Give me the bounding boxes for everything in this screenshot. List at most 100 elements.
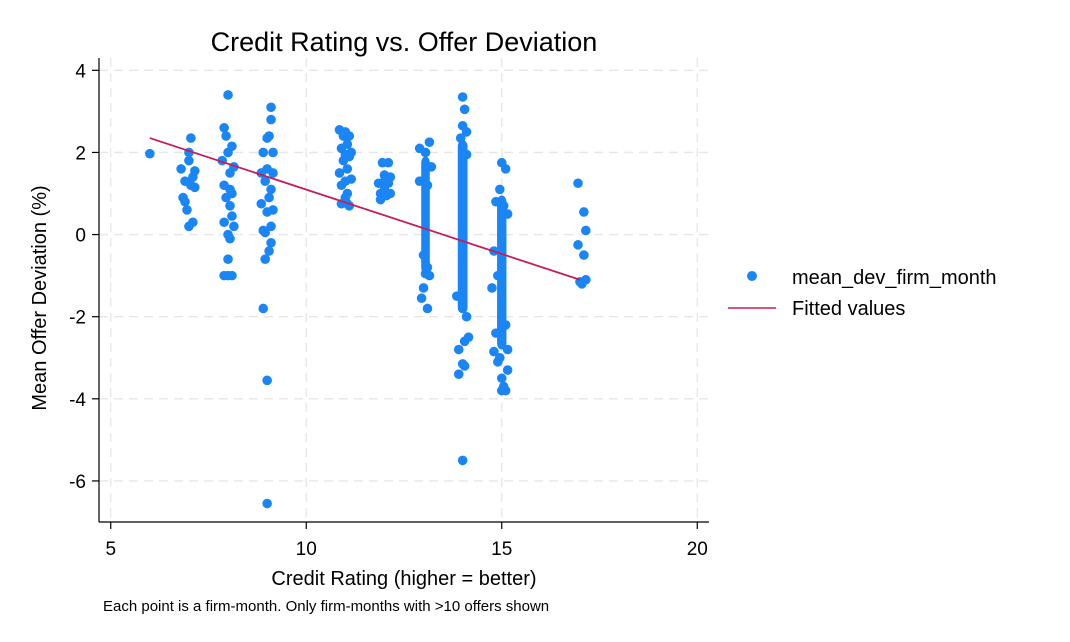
data-point	[219, 123, 229, 133]
data-point	[227, 141, 237, 152]
data-point	[256, 198, 267, 209]
data-point	[145, 148, 155, 159]
data-point	[426, 162, 437, 172]
data-point	[182, 205, 192, 215]
y-tick-label: -2	[69, 308, 86, 329]
data-point	[383, 157, 394, 168]
data-point	[420, 147, 431, 158]
x-tick-label: 10	[296, 539, 317, 560]
data-point	[579, 250, 589, 260]
data-point	[262, 498, 272, 509]
data-point	[502, 365, 513, 375]
data-point	[334, 168, 345, 178]
data-point	[260, 254, 270, 265]
data-point	[453, 369, 464, 379]
data-point	[342, 188, 353, 199]
data-point	[227, 270, 237, 281]
data-point	[190, 182, 200, 193]
data-point	[491, 196, 501, 207]
data-point	[260, 176, 270, 186]
data-point	[463, 332, 474, 343]
data-point	[266, 221, 276, 232]
data-point	[422, 180, 433, 191]
data-point	[489, 346, 499, 357]
data-point	[266, 237, 276, 248]
data-point	[498, 201, 509, 211]
tick-marks: 5 10 15 20 -6 -4 -2 0 2 4	[69, 61, 708, 560]
y-tick-label: 0	[75, 226, 86, 247]
x-tick-label: 20	[687, 539, 708, 560]
data-point	[579, 207, 589, 217]
data-point	[225, 201, 235, 211]
data-point	[418, 283, 429, 293]
data-point	[455, 133, 466, 143]
legend-marker-scatter	[747, 271, 757, 281]
data-point	[457, 455, 468, 466]
data-point	[264, 246, 274, 256]
data-point	[225, 184, 235, 195]
data-point	[176, 164, 186, 174]
data-point	[461, 127, 472, 137]
data-point	[221, 131, 231, 141]
data-point	[188, 217, 198, 228]
data-point	[416, 293, 427, 304]
data-point	[496, 373, 507, 384]
data-point	[457, 92, 468, 102]
data-point	[190, 166, 200, 176]
x-axis-label: Credit Rating (higher = better)	[271, 568, 536, 590]
data-point	[266, 184, 276, 195]
y-tick-label: 2	[75, 143, 86, 164]
chart-note: Each point is a firm-month. Only firm-mo…	[103, 598, 549, 615]
data-point	[500, 320, 511, 330]
data-point	[581, 274, 591, 285]
data-point	[422, 262, 433, 273]
data-point	[260, 227, 270, 238]
data-point	[219, 217, 229, 228]
y-axis-label: Mean Offer Deviation (%)	[29, 185, 51, 410]
data-point	[229, 221, 239, 232]
data-point	[340, 149, 351, 160]
x-tick-label: 15	[491, 539, 512, 560]
data-point	[266, 114, 276, 125]
data-point	[227, 211, 237, 221]
fitted-line-group	[149, 137, 581, 281]
data-point	[495, 184, 505, 195]
data-point	[457, 303, 468, 314]
x-tick-label: 5	[105, 539, 116, 560]
data-point	[268, 205, 278, 215]
y-tick-label: 4	[75, 61, 86, 82]
data-point	[500, 385, 511, 396]
data-point	[573, 240, 583, 250]
data-point	[461, 311, 472, 322]
data-point	[223, 229, 233, 240]
data-point	[258, 303, 269, 314]
fitted-line	[149, 137, 581, 281]
data-point	[502, 209, 513, 219]
axes	[98, 58, 709, 523]
data-point	[258, 147, 269, 158]
data-point	[573, 178, 583, 189]
chart-title: Credit Rating vs. Offer Deviation	[211, 27, 598, 57]
data-point	[219, 270, 229, 281]
data-point	[342, 164, 353, 174]
data-point	[264, 131, 274, 141]
data-point	[500, 164, 511, 174]
data-point	[223, 90, 233, 100]
data-point	[459, 104, 470, 115]
dense-point-cluster	[497, 195, 507, 350]
data-point	[180, 196, 190, 207]
data-point	[264, 192, 274, 203]
grid-lines	[99, 58, 709, 522]
data-point	[424, 270, 435, 281]
data-point	[487, 283, 497, 293]
data-point	[461, 149, 472, 160]
data-point	[344, 131, 355, 141]
data-point	[268, 168, 278, 178]
data-point	[493, 270, 503, 281]
data-point	[418, 250, 429, 260]
data-point	[346, 174, 357, 184]
data-point	[223, 254, 233, 265]
dense-point-cluster	[457, 140, 468, 313]
y-tick-label: -4	[69, 390, 86, 411]
